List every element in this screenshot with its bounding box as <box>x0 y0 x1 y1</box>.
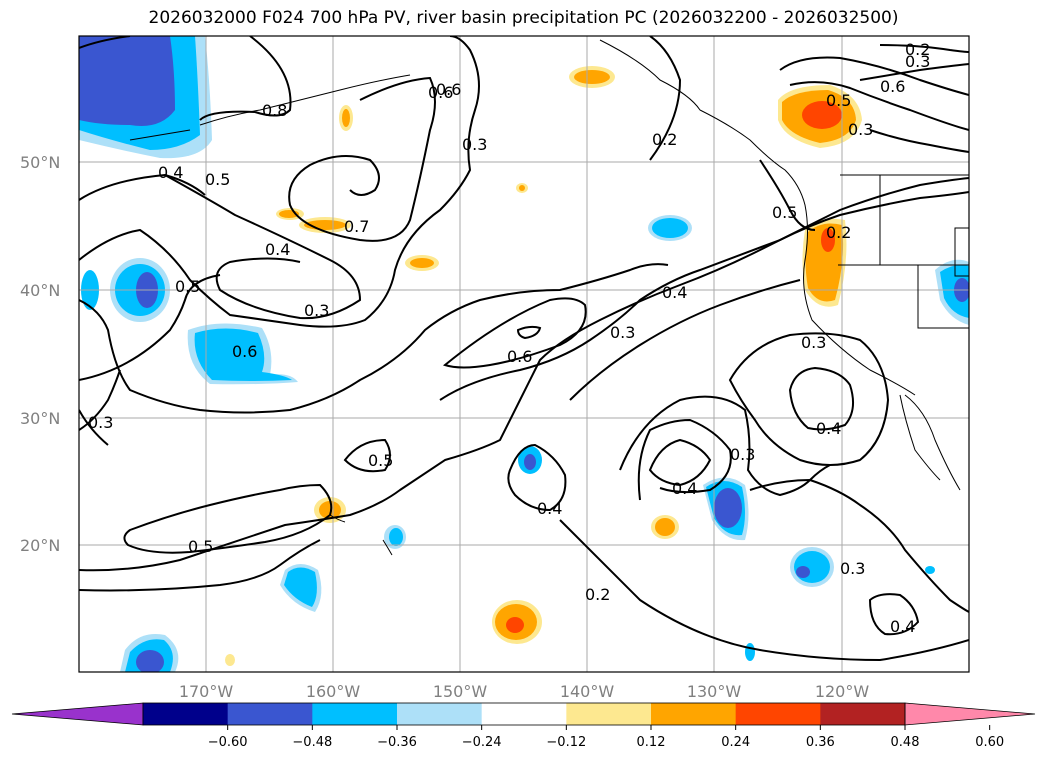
contour-label: 0.6 <box>428 83 453 102</box>
lat-label: 30°N <box>20 409 60 428</box>
colorbar-tick-label: 0.24 <box>721 735 750 750</box>
colorbar-tick-label: 0.36 <box>806 735 835 750</box>
colorbar-segment <box>227 703 313 725</box>
contour-label: 0.5 <box>368 451 393 470</box>
colorbar-segment <box>820 703 906 725</box>
colorbar-tick-label: −0.12 <box>546 735 586 750</box>
colorbar-tick-label: 0.12 <box>637 735 666 750</box>
colorbar-tick-label: 0.48 <box>891 735 920 750</box>
colorbar-segment <box>651 703 737 725</box>
contour-label: 0.4 <box>158 163 183 182</box>
lat-label: 50°N <box>20 153 60 172</box>
contour-label: 0.2 <box>826 223 851 242</box>
colorbar-tick-label: −0.24 <box>462 735 502 750</box>
colorbar-tick-label: −0.60 <box>208 735 248 750</box>
colorbar-extend-max <box>904 702 1036 726</box>
contour-label: 0.3 <box>88 413 113 432</box>
colorbar-segment <box>312 703 398 725</box>
contour-label: 0.4 <box>816 419 841 438</box>
contour-label: 0.4 <box>890 617 915 636</box>
contour-label: 0.3 <box>462 135 487 154</box>
colorbar-segment <box>143 703 229 725</box>
precip-shading <box>79 36 969 672</box>
contour-label: 0.4 <box>265 240 290 259</box>
contour-label: 0.6 <box>507 347 532 366</box>
contour-label: 0.5 <box>175 277 200 296</box>
colorbar-tick-label: −0.48 <box>292 735 332 750</box>
contour-label: 0.5 <box>188 537 213 556</box>
contour-label: 0.3 <box>610 323 635 342</box>
contour-label: 0.3 <box>840 559 865 578</box>
colorbar-extend-min <box>11 702 144 726</box>
contour-label: 0.2 <box>652 130 677 149</box>
lon-label: 150°W <box>433 682 488 701</box>
contour-label: 0.6 <box>436 80 461 99</box>
colorbar-tick-label: 0.60 <box>975 735 1004 750</box>
contour-label: 0.3 <box>905 52 930 71</box>
contour-label: 0.3 <box>730 445 755 464</box>
contour-label: 0.6 <box>880 77 905 96</box>
contour-label: 0.5 <box>772 203 797 222</box>
contour-label: 0.3 <box>848 120 873 139</box>
contour-labels: 0.2 0.3 0.6 0.8 0.6 0.3 0.2 0.5 0.6 0.3 … <box>88 40 930 636</box>
coastlines <box>129 39 969 556</box>
colorbar-tick-label: −0.36 <box>377 735 417 750</box>
contour-label: 0.5 <box>205 170 230 189</box>
contour-label: 0.8 <box>262 101 287 120</box>
lon-label: 120°W <box>815 682 870 701</box>
lat-label: 20°N <box>20 536 60 555</box>
colorbar-segment <box>735 703 821 725</box>
latitude-labels: 50°N 40°N 30°N 20°N <box>20 153 60 555</box>
lon-label: 170°W <box>179 682 234 701</box>
lon-label: 130°W <box>687 682 742 701</box>
contour-label: 0.4 <box>662 283 687 302</box>
contour-label: 0.6 <box>232 342 257 361</box>
contour-label: 0.7 <box>344 217 369 236</box>
colorbar-segment <box>481 703 567 725</box>
contour-label: 0.2 <box>585 585 610 604</box>
contour-label: 0.4 <box>537 499 562 518</box>
map-frame <box>78 35 970 673</box>
contour-label: 0.3 <box>304 301 329 320</box>
lon-label: 140°W <box>560 682 615 701</box>
longitude-labels: 170°W 160°W 150°W 140°W 130°W 120°W <box>179 682 870 701</box>
colorbar-segment <box>397 703 483 725</box>
lat-label: 40°N <box>20 281 60 300</box>
map-title: 2026032000 F024 700 hPa PV, river basin … <box>148 8 899 28</box>
pv-contours <box>79 36 969 662</box>
contour-label: 0.3 <box>801 333 826 352</box>
colorbar-frame <box>142 702 906 726</box>
colorbar-segment <box>566 703 652 725</box>
contour-label: 0.4 <box>672 479 697 498</box>
contour-label: 0.2 <box>905 40 930 59</box>
contour-label: 0.5 <box>826 91 851 110</box>
lon-label: 160°W <box>306 682 361 701</box>
colorbar: −0.60 −0.48 −0.36 −0.24 −0.12 0.12 0.24 0.36 0.4… <box>11 702 1036 750</box>
